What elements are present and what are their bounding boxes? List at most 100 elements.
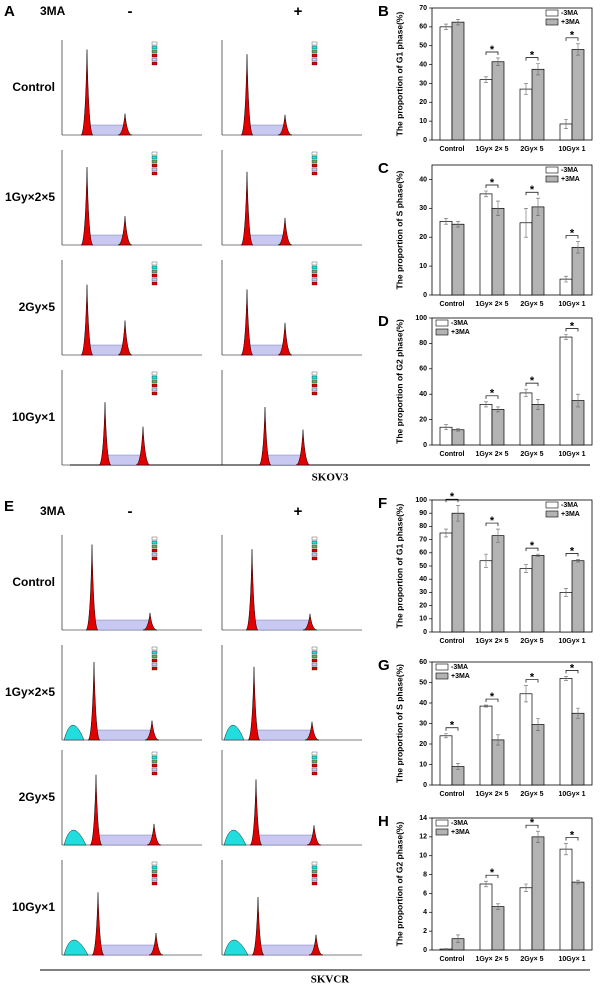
hist-legend-swatch [311,391,318,396]
hist-legend-swatch [151,873,158,878]
y-tick-label: 10 [419,853,427,860]
significance-marker: * [490,691,495,703]
y-tick-label: 0 [423,782,427,789]
significance-marker: * [530,375,535,387]
bar [571,560,585,633]
error-bar [456,428,460,432]
legend-label: -3MA [561,167,578,174]
cell-line: SKOV3 [312,472,349,484]
hist-legend-swatch [311,658,318,663]
legend-label: +3MA [451,673,470,680]
hist-s-phase [255,834,315,846]
y-tick-label: 10 [419,263,427,270]
x-tick-label: 10Gy× 1 [558,301,585,308]
legend-swatch [545,166,559,174]
legend-swatch [545,501,559,509]
hist-s-phase [257,944,317,956]
hist-g2-peak [308,934,324,956]
hist-legend-swatch [151,277,158,282]
x-tick-label: 1Gy× 2× 5 [475,451,508,458]
hist-legend-swatch [311,277,318,282]
hist-g2-peak [295,429,311,466]
significance-marker: * [490,44,495,56]
significance-bracket [565,328,579,332]
hist-g2-peak [148,933,164,956]
bar [491,61,505,141]
significance-marker: * [570,829,575,841]
y-tick-label: 60 [419,659,427,666]
hist-legend-swatch [311,861,318,866]
y-tick-label: 0 [423,629,427,636]
significance-bracket [565,235,579,239]
hist-legend-swatch [311,873,318,878]
error-bar [496,528,500,543]
plot-frame [431,817,593,951]
significance-bracket [485,184,499,188]
legend-swatch [545,510,559,518]
hist-legend-swatch [311,371,318,376]
hist-legend-swatch [151,391,158,396]
x-tick-label: 1Gy× 2× 5 [475,301,508,308]
y-tick-label: 40 [419,700,427,707]
significance-bracket [485,698,499,703]
y-tick-label: 10 [419,761,427,768]
bar [491,739,505,786]
significance-bracket [445,498,459,503]
error-bar [484,76,488,83]
hist-legend-swatch [151,151,158,156]
y-axis-label: The proportion of G2 phase(%) [394,319,404,444]
error-bar [524,83,528,96]
x-tick-label: 10Gy× 1 [558,638,585,645]
hist-s-phase [91,619,151,631]
hist-legend-swatch [311,540,318,545]
hist-g2-peak [304,721,320,741]
plot-frame [431,499,593,633]
y-tick-label: 20 [419,234,427,241]
legend-label: -3MA [451,664,468,671]
bar [491,207,505,296]
y-axis-label: The proportion of G1 phase(%) [394,12,404,137]
significance-marker: * [490,515,495,527]
hist-s-phase [246,344,286,356]
y-tick-label: 60 [419,366,427,373]
row-label: 10Gy×1 [12,410,55,424]
hist-legend-swatch [151,650,158,655]
error-bar [484,190,488,198]
hist-debris [223,829,247,846]
y-axis-label: The proportion of S phase(%) [394,664,404,783]
bar [451,429,465,446]
bar [439,26,453,141]
y-tick-label: 20 [419,416,427,423]
y-tick-label: 30 [419,589,427,596]
panel-letter: E [4,498,14,515]
hist-legend-swatch [151,53,158,58]
legend-swatch [435,672,449,680]
hist-g2-peak [277,114,293,136]
x-tick-label: 1Gy× 2× 5 [475,956,508,963]
hist-legend-swatch [151,771,158,776]
hist-g1-peak [80,167,94,246]
hist-s-phase [93,729,153,741]
hist-legend-swatch [311,375,318,380]
hist-g1-peak [85,544,99,631]
x-tick-label: 2Gy× 5 [520,791,543,798]
hist-legend-swatch [151,375,158,380]
bar [491,906,505,951]
legend-swatch [545,9,559,17]
significance-marker: * [570,320,575,332]
hist-legend-swatch [151,171,158,176]
y-tick-label: 30 [419,80,427,87]
significance-marker: * [570,662,575,674]
hist-legend-swatch [311,261,318,266]
error-bar [536,63,540,76]
hist-s-phase [104,454,144,466]
hist-legend-swatch [311,650,318,655]
x-tick-label: Control [440,301,465,308]
hist-legend-swatch [311,167,318,172]
y-axis-label: The proportion of G2 phase(%) [394,822,404,947]
hist-legend-swatch [151,552,158,557]
significance-marker: * [530,671,535,683]
bar [479,560,493,633]
hist-legend-swatch [151,261,158,266]
panel-letter: C [378,160,389,177]
